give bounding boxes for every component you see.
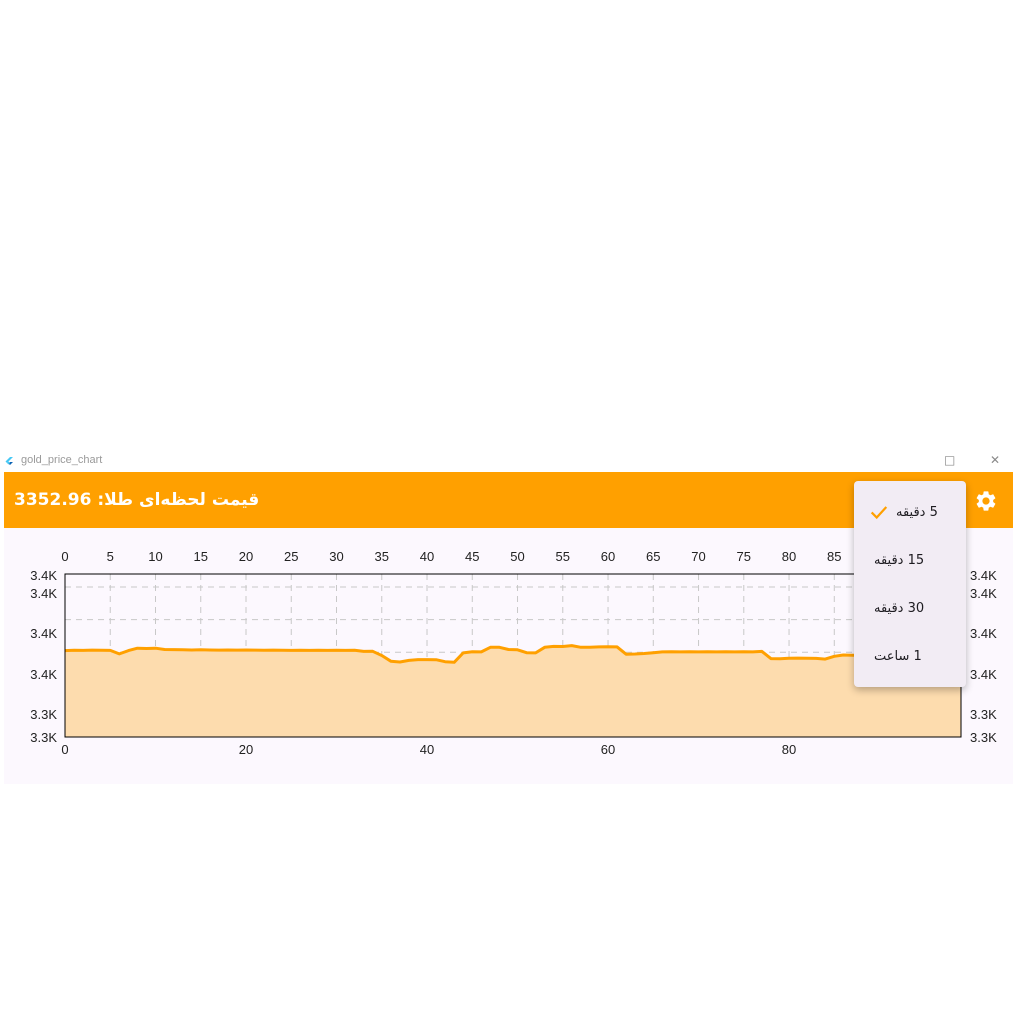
x-tick-label-bottom: 60 xyxy=(601,742,615,757)
x-tick-label-top: 85 xyxy=(827,549,841,564)
flutter-app-icon xyxy=(5,457,13,465)
y-tick-label-right: 3.3K xyxy=(970,730,997,745)
x-tick-label-bottom: 20 xyxy=(239,742,253,757)
close-icon[interactable]: ✕ xyxy=(990,453,1001,467)
menu-item-label: 30 دقیقه xyxy=(874,601,925,616)
x-tick-label-top: 30 xyxy=(329,549,343,564)
y-tick-label-left: 3.3K xyxy=(30,707,57,722)
x-tick-label-top: 5 xyxy=(107,549,114,564)
x-tick-label-top: 35 xyxy=(375,549,389,564)
window-titlebar[interactable]: gold_price_chart □ ✕ xyxy=(0,451,1013,472)
app-bar: قیمت لحظه‌ای طلا: 3352.96 xyxy=(4,472,1013,528)
x-tick-label-top: 80 xyxy=(782,549,796,564)
x-tick-label-top: 0 xyxy=(61,549,68,564)
menu-item-label: 5 دقیقه xyxy=(896,505,938,520)
x-tick-label-top: 10 xyxy=(148,549,162,564)
menu-item-30-minutes[interactable]: 30 دقیقه xyxy=(854,585,966,633)
x-tick-label-top: 70 xyxy=(691,549,705,564)
gold-price-title: قیمت لحظه‌ای طلا: 3352.96 xyxy=(14,490,260,510)
x-tick-label-top: 45 xyxy=(465,549,479,564)
x-tick-label-top: 60 xyxy=(601,549,615,564)
x-tick-label-top: 25 xyxy=(284,549,298,564)
y-tick-label-left: 3.4K xyxy=(30,568,57,583)
menu-item-15-minutes[interactable]: 15 دقیقه xyxy=(854,537,966,585)
x-tick-label-top: 40 xyxy=(420,549,434,564)
y-tick-label-left: 3.4K xyxy=(30,586,57,601)
menu-item-label: 1 ساعت xyxy=(874,649,922,664)
x-tick-label-bottom: 0 xyxy=(61,742,68,757)
y-tick-label-right: 3.3K xyxy=(970,707,997,722)
x-tick-label-bottom: 40 xyxy=(420,742,434,757)
app-window: gold_price_chart □ ✕ قیمت لحظه‌ای طلا: 3… xyxy=(0,451,1013,784)
maximize-icon[interactable]: □ xyxy=(944,453,956,467)
y-tick-label-right: 3.4K xyxy=(970,568,997,583)
x-tick-label-top: 50 xyxy=(510,549,524,564)
y-tick-label-left: 3.4K xyxy=(30,626,57,641)
x-tick-label-top: 15 xyxy=(194,549,208,564)
y-tick-label-right: 3.4K xyxy=(970,586,997,601)
gear-icon[interactable] xyxy=(974,489,998,513)
menu-item-1-hour[interactable]: 1 ساعت xyxy=(854,633,966,681)
chart-panel: 0510152025303540455055606570758085900204… xyxy=(4,528,1013,784)
price-area-fill xyxy=(65,645,961,737)
checkmark-icon xyxy=(870,506,888,520)
price-line xyxy=(64,644,962,664)
y-tick-label-right: 3.4K xyxy=(970,626,997,641)
x-tick-label-top: 55 xyxy=(556,549,570,564)
y-tick-label-left: 3.3K xyxy=(30,730,57,745)
window-title: gold_price_chart xyxy=(21,454,103,466)
y-tick-label-right: 3.4K xyxy=(970,667,997,682)
x-tick-label-top: 65 xyxy=(646,549,660,564)
x-tick-label-bottom: 80 xyxy=(782,742,796,757)
menu-item-label: 15 دقیقه xyxy=(874,553,925,568)
timeframe-menu: 5 دقیقه 15 دقیقه 30 دقیقه 1 ساعت xyxy=(854,481,966,687)
menu-item-5-minutes[interactable]: 5 دقیقه xyxy=(854,489,966,537)
x-tick-label-top: 20 xyxy=(239,549,253,564)
x-tick-label-top: 75 xyxy=(737,549,751,564)
y-tick-label-left: 3.4K xyxy=(30,667,57,682)
